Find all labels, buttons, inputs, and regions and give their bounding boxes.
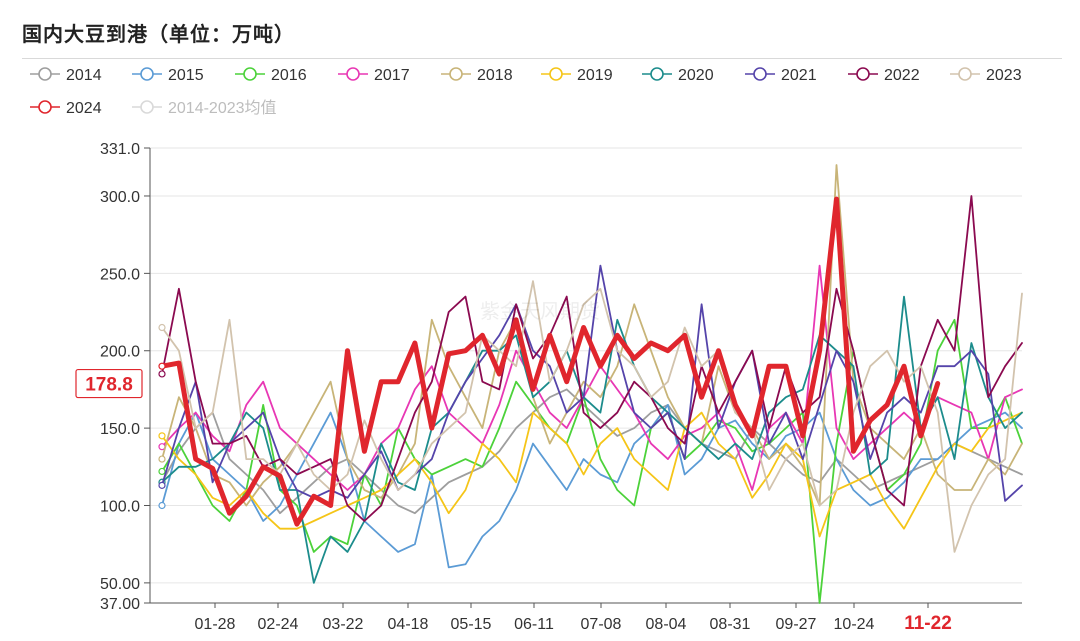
watermark: 紫金天风期货 [480,300,600,323]
legend-label: 2016 [271,67,307,84]
legend-item-10[interactable]: 2024 [30,100,102,117]
legend-swatch-marker [958,67,972,81]
y-tick-label: 250.0 [100,266,140,283]
legend-item-8[interactable]: 2022 [848,67,920,84]
legend-label: 2022 [884,67,920,84]
chart-title: 国内大豆到港（单位：万吨） [22,24,295,46]
series-line-2023 [161,280,1023,553]
series-line-2014 [161,388,1023,515]
y-tick-label: 100.0 [100,499,140,516]
legend-label: 2023 [986,67,1022,84]
legend-label: 2017 [374,67,410,84]
series-point-7 [158,481,166,489]
chart-legend: 2014 2015 2016 2017 2018 2019 2020 2021 2022 2023… [30,67,1022,117]
legend-item-2[interactable]: 2016 [235,67,307,84]
legend-label: 2015 [168,67,204,84]
x-tick-label: 02-24 [258,616,299,633]
series-point-5 [158,432,166,440]
series-point-4 [158,455,166,463]
series-line-2022 [161,195,1023,522]
series-point-10 [158,362,166,370]
x-tick-label: 08-04 [646,616,687,633]
y-tick-label: 50.00 [100,576,140,593]
legend-item-0[interactable]: 2014 [30,67,102,84]
legend-swatch-marker [140,100,154,114]
series-line-2017 [161,264,1023,491]
series-line-2020 [161,295,1023,584]
current-value-label: 178.8 [85,375,133,396]
legend-swatch-marker [346,67,360,81]
legend-swatch-marker [38,100,52,114]
axis-labels: 331.0 300.0 250.0 200.0 150.0 100.0 50.00 37.00… [75,141,952,634]
legend-item-3[interactable]: 2017 [338,67,410,84]
x-tick-label: 03-22 [323,616,364,633]
legend-label: 2018 [477,67,513,84]
legend-swatch-marker [549,67,563,81]
x-tick-label: 01-28 [195,616,236,633]
series-point-8 [158,370,166,378]
title-divider [22,58,1062,59]
x-tick-label: 11-22 [904,613,952,634]
y-tick-label: 150.0 [100,421,140,438]
legend-label: 2014-2023均值 [168,99,277,117]
legend-item-11[interactable]: 2014-2023均值 [132,99,277,117]
legend-swatch-marker [856,67,870,81]
legend-label: 2014 [66,67,102,84]
legend-swatch-marker [650,67,664,81]
x-tick-label: 04-18 [388,616,429,633]
chart-axes [149,148,1022,608]
y-tick-label: 331.0 [100,141,140,158]
legend-label: 2020 [678,67,714,84]
legend-label: 2024 [66,100,102,117]
x-tick-label: 07-08 [581,616,622,633]
series-lines [158,164,1023,604]
current-value-box [75,368,143,399]
legend-swatch-marker [140,67,154,81]
series-point-9 [158,323,166,332]
legend-swatch-marker [38,67,52,81]
series-point-1 [158,501,166,510]
legend-swatch-marker [243,67,257,81]
series-point-2 [158,467,166,476]
x-tick-label: 10-24 [834,616,875,633]
legend-item-1[interactable]: 2015 [132,67,204,84]
x-tick-label: 05-15 [451,616,492,633]
chart-grid [144,147,1022,604]
x-tick-label: 09-27 [776,616,817,633]
legend-swatch-marker [753,67,767,81]
series-line-2019 [161,411,1023,538]
legend-item-6[interactable]: 2020 [642,67,714,84]
legend-item-7[interactable]: 2021 [745,67,817,84]
x-tick-label: 08-31 [710,616,751,633]
legend-item-9[interactable]: 2023 [950,67,1022,84]
y-tick-label: 37.00 [100,596,140,613]
legend-item-5[interactable]: 2019 [541,67,613,84]
legend-swatch-marker [449,67,463,81]
legend-label: 2021 [781,67,817,84]
series-line-2021 [161,264,1023,502]
x-tick-label: 06-11 [514,616,554,633]
legend-label: 2019 [577,67,613,84]
y-tick-label: 300.0 [100,189,140,206]
legend-item-4[interactable]: 2018 [441,67,513,84]
y-tick-label: 200.0 [100,344,140,361]
series-line-2024 [159,196,941,527]
